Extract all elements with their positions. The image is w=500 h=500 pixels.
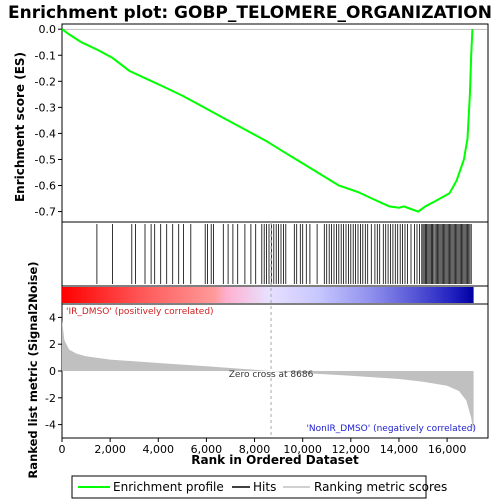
metric-y-tick-label: -2: [45, 392, 56, 405]
zero-cross-label: Zero cross at 8686: [229, 370, 314, 380]
rank-colorbar: [62, 287, 474, 303]
es-y-tick-label: -0.2: [35, 75, 56, 88]
x-tick-label: 4,000: [143, 443, 175, 456]
x-axis-label: Rank in Ordered Dataset: [191, 453, 359, 467]
metric-y-tick-label: 0: [49, 365, 56, 378]
legend-label-enrichment: Enrichment profile: [113, 480, 224, 494]
legend-label-hits: Hits: [253, 480, 276, 494]
es-y-tick-label: -0.1: [35, 49, 56, 62]
negative-class-label: 'NonIR_DMSO' (negatively correlated): [306, 424, 476, 434]
es-y-axis-label: Enrichment score (ES): [13, 52, 27, 202]
es-y-tick-label: -0.4: [35, 127, 56, 140]
x-tick-label: 14,000: [380, 443, 419, 456]
chart-title: Enrichment plot: GOBP_TELOMERE_ORGANIZAT…: [8, 3, 492, 23]
x-tick-label: 2,000: [94, 443, 126, 456]
x-tick-label: 16,000: [428, 443, 467, 456]
es-y-tick-label: -0.5: [35, 153, 56, 166]
es-y-tick-label: -0.3: [35, 101, 56, 114]
metric-y-axis: 4 2 0 -2 -4: [45, 311, 62, 431]
metric-y-tick-label: 2: [49, 338, 56, 351]
es-y-tick-label: 0.0: [39, 23, 57, 36]
es-panel-frame: [62, 24, 488, 222]
metric-y-tick-label: 4: [49, 311, 56, 324]
es-y-axis: 0.0 -0.1 -0.2 -0.3 -0.4 -0.5 -0.6 -0.7: [35, 23, 62, 218]
metric-y-tick-label: -4: [45, 419, 56, 432]
legend: Enrichment profile Hits Ranking metric s…: [72, 476, 447, 498]
legend-label-ranking: Ranking metric scores: [314, 480, 447, 494]
x-tick-label: 0: [59, 443, 66, 456]
es-y-tick-label: -0.6: [35, 180, 56, 193]
positive-class-label: 'IR_DMSO' (positively correlated): [66, 307, 214, 317]
metric-y-axis-label: Ranked list metric (Signal2Noise): [26, 261, 40, 478]
es-y-tick-label: -0.7: [35, 206, 56, 219]
